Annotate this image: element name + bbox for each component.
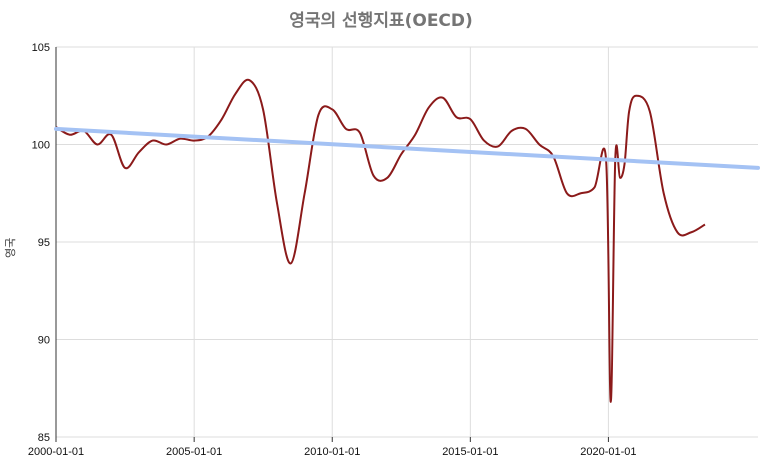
y-tick-labels: 85 90 95 100 105 <box>32 42 50 444</box>
plot-area <box>54 78 760 403</box>
chart-title: 영국의 선행지표(OECD) <box>289 11 473 31</box>
y-tick-label: 95 <box>38 237 50 249</box>
x-tick-label: 2010-01-01 <box>304 446 360 458</box>
gridlines <box>55 46 758 442</box>
x-tick-label: 2000-01-01 <box>28 446 84 458</box>
series-line <box>55 78 706 403</box>
x-tick-label: 2020-01-01 <box>580 446 636 458</box>
x-tick-label: 2015-01-01 <box>442 446 498 458</box>
x-tick-label: 2005-01-01 <box>166 446 222 458</box>
y-tick-label: 90 <box>38 335 50 347</box>
trend-line <box>54 126 760 170</box>
y-tick-label: 85 <box>38 432 50 444</box>
y-tick-label: 105 <box>32 42 50 54</box>
y-tick-label: 100 <box>32 140 50 152</box>
x-tick-labels: 2000-01-01 2005-01-01 2010-01-01 2015-01-01… <box>28 446 637 458</box>
